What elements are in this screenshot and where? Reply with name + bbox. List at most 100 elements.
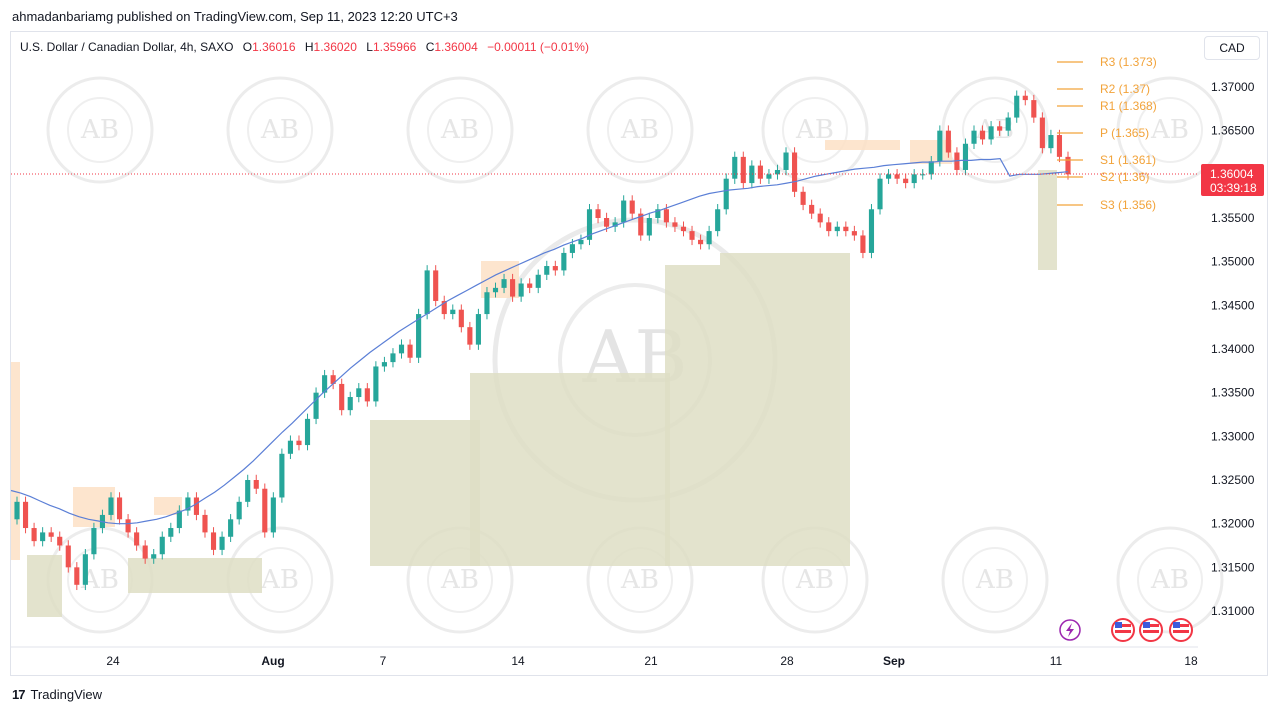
candle-body[interactable] bbox=[552, 266, 558, 271]
candle-body[interactable] bbox=[997, 126, 1003, 131]
candle-body[interactable] bbox=[373, 366, 379, 402]
candle-body[interactable] bbox=[860, 235, 866, 253]
candle-body[interactable] bbox=[569, 244, 575, 253]
candle-body[interactable] bbox=[527, 283, 533, 288]
candle-body[interactable] bbox=[219, 536, 225, 550]
candle-body[interactable] bbox=[116, 497, 123, 520]
candle-body[interactable] bbox=[279, 453, 285, 498]
candle-body[interactable] bbox=[817, 213, 823, 223]
candle-body[interactable] bbox=[22, 501, 29, 529]
candle-body[interactable] bbox=[698, 239, 704, 245]
candle-body[interactable] bbox=[125, 519, 131, 533]
candle-body[interactable] bbox=[689, 231, 695, 240]
candle-body[interactable] bbox=[621, 200, 627, 223]
tradingview-logo-icon[interactable]: 17 bbox=[12, 687, 26, 702]
candle-body[interactable] bbox=[1065, 156, 1071, 175]
candle-body[interactable] bbox=[48, 532, 54, 537]
candle-body[interactable] bbox=[578, 239, 584, 245]
candle-body[interactable] bbox=[176, 510, 182, 529]
candle-body[interactable] bbox=[356, 388, 362, 398]
candle-body[interactable] bbox=[142, 545, 148, 559]
candle-body[interactable] bbox=[458, 309, 464, 328]
candle-body[interactable] bbox=[1022, 95, 1028, 101]
candle-body[interactable] bbox=[65, 545, 71, 568]
candle-body[interactable] bbox=[313, 392, 319, 419]
candle-body[interactable] bbox=[347, 397, 353, 411]
candle-body[interactable] bbox=[253, 480, 259, 489]
candle-body[interactable] bbox=[304, 418, 311, 446]
candle-body[interactable] bbox=[57, 536, 63, 546]
candle-body[interactable] bbox=[390, 353, 396, 363]
candle-body[interactable] bbox=[262, 488, 268, 533]
candle-body[interactable] bbox=[82, 554, 88, 585]
candle-body[interactable] bbox=[561, 252, 567, 271]
candle-body[interactable] bbox=[1014, 95, 1020, 118]
candle-body[interactable] bbox=[159, 536, 165, 555]
candle-body[interactable] bbox=[108, 497, 114, 515]
candle-body[interactable] bbox=[322, 375, 328, 393]
candle-body[interactable] bbox=[193, 497, 200, 515]
candle-body[interactable] bbox=[757, 165, 763, 179]
candle-body[interactable] bbox=[851, 231, 857, 236]
candle-body[interactable] bbox=[228, 519, 234, 537]
candle-body[interactable] bbox=[885, 174, 892, 179]
candle-body[interactable] bbox=[287, 440, 293, 454]
candle-body[interactable] bbox=[680, 226, 687, 232]
candle-body[interactable] bbox=[774, 169, 781, 175]
candle-body[interactable] bbox=[732, 156, 738, 179]
candle-body[interactable] bbox=[467, 327, 473, 345]
candle-body[interactable] bbox=[783, 152, 789, 170]
candle-body[interactable] bbox=[339, 383, 345, 411]
candle-body[interactable] bbox=[723, 178, 729, 210]
candle-body[interactable] bbox=[475, 314, 481, 345]
candle-body[interactable] bbox=[510, 279, 516, 297]
candle-body[interactable] bbox=[1031, 100, 1037, 118]
candle-body[interactable] bbox=[638, 213, 644, 236]
candle-body[interactable] bbox=[868, 209, 875, 253]
candle-body[interactable] bbox=[91, 528, 97, 555]
candle-body[interactable] bbox=[501, 279, 507, 288]
candle-body[interactable] bbox=[544, 266, 550, 275]
candle-body[interactable] bbox=[168, 528, 174, 537]
candle-body[interactable] bbox=[749, 165, 755, 184]
candle-body[interactable] bbox=[979, 130, 986, 140]
candle-body[interactable] bbox=[715, 209, 721, 232]
candle-body[interactable] bbox=[792, 152, 798, 192]
candle-body[interactable] bbox=[14, 501, 20, 520]
candle-body[interactable] bbox=[492, 287, 499, 293]
candle-body[interactable] bbox=[398, 344, 405, 354]
candle-body[interactable] bbox=[945, 130, 951, 153]
candle-body[interactable] bbox=[441, 300, 447, 315]
candle-body[interactable] bbox=[672, 222, 678, 227]
candle-body[interactable] bbox=[151, 554, 157, 559]
candle-body[interactable] bbox=[920, 174, 926, 176]
candle-body[interactable] bbox=[185, 497, 191, 511]
candle-body[interactable] bbox=[40, 532, 46, 542]
candle-body[interactable] bbox=[270, 497, 276, 533]
candle-body[interactable] bbox=[535, 274, 541, 288]
candle-body[interactable] bbox=[210, 532, 217, 550]
candle-body[interactable] bbox=[971, 130, 977, 144]
candle-body[interactable] bbox=[236, 501, 242, 520]
candle-body[interactable] bbox=[595, 209, 601, 218]
candle-body[interactable] bbox=[766, 174, 772, 179]
candle-body[interactable] bbox=[1005, 117, 1011, 131]
candle-body[interactable] bbox=[911, 174, 917, 184]
candle-body[interactable] bbox=[381, 362, 387, 367]
currency-button[interactable]: CAD bbox=[1204, 36, 1260, 60]
candle-body[interactable] bbox=[740, 156, 746, 184]
candle-body[interactable] bbox=[364, 388, 370, 402]
candle-body[interactable] bbox=[629, 200, 635, 214]
candle-body[interactable] bbox=[937, 130, 943, 162]
candle-body[interactable] bbox=[877, 178, 883, 210]
candle-body[interactable] bbox=[809, 204, 815, 214]
candle-body[interactable] bbox=[296, 440, 302, 446]
candle-body[interactable] bbox=[416, 314, 422, 358]
candle-body[interactable] bbox=[800, 191, 806, 205]
candle-body[interactable] bbox=[612, 222, 618, 227]
candle-body[interactable] bbox=[894, 174, 900, 179]
candle-body[interactable] bbox=[74, 567, 80, 585]
candle-body[interactable] bbox=[826, 222, 832, 232]
candle-body[interactable] bbox=[646, 218, 652, 236]
